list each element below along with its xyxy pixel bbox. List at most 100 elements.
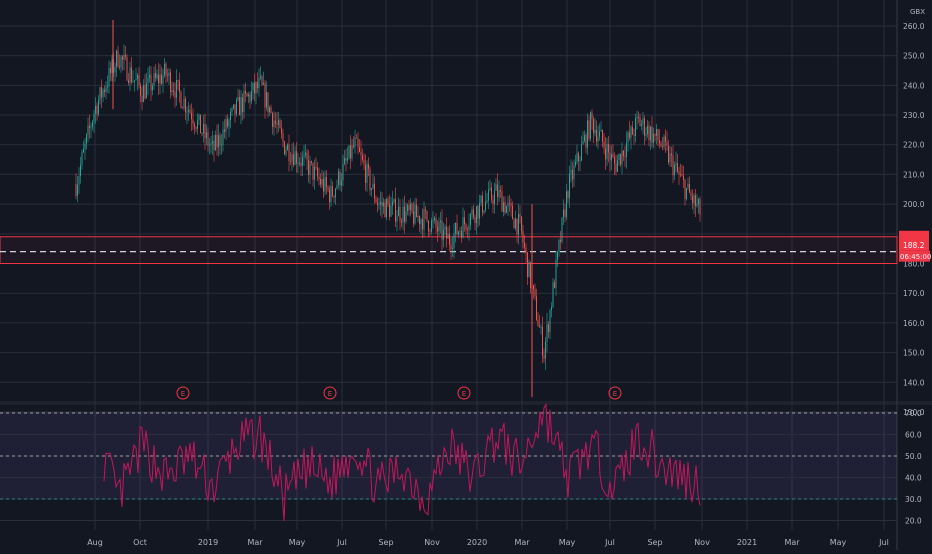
candle-body — [699, 198, 701, 216]
candle-body — [389, 203, 390, 217]
candle-body — [485, 201, 486, 211]
x-tick-label: Jul — [604, 538, 615, 547]
candle-body — [270, 107, 272, 113]
candle-body — [365, 164, 366, 183]
candle-body — [212, 140, 213, 144]
candle-body — [476, 206, 477, 224]
candle-body — [171, 90, 173, 93]
candle-body — [354, 137, 356, 147]
candle-body — [282, 133, 284, 142]
candle-body — [186, 111, 188, 113]
candle-body — [261, 76, 263, 85]
candle-body — [168, 72, 170, 76]
candle-body — [462, 217, 464, 238]
candle-body — [77, 184, 78, 196]
candle-body — [341, 180, 342, 186]
candle-body — [335, 188, 336, 198]
candle-body — [656, 129, 657, 136]
y-tick-label: 250.0 — [903, 52, 925, 61]
candle-body — [597, 136, 599, 142]
candle-body — [615, 163, 617, 172]
candle-body — [378, 204, 380, 206]
earnings-marker — [457, 386, 471, 400]
earnings-marker-label: E — [181, 390, 185, 398]
candle-body — [563, 209, 564, 218]
candle-body — [299, 162, 300, 164]
candle-body — [263, 82, 264, 85]
candle-body — [504, 202, 506, 213]
candle-body — [315, 166, 317, 168]
candle-body — [252, 82, 254, 91]
candle-body — [456, 222, 458, 235]
x-tick-label: 2020 — [467, 538, 487, 547]
candle-body — [600, 129, 602, 132]
candle-body — [153, 73, 155, 86]
candle-body — [204, 124, 206, 139]
candle-body — [150, 74, 152, 91]
candle-body — [267, 92, 269, 113]
candle-body — [542, 327, 543, 356]
candle-body — [461, 230, 462, 238]
candle-body — [173, 90, 174, 92]
candle-body — [93, 113, 95, 122]
candle-body — [570, 169, 572, 174]
candle-body — [215, 134, 216, 151]
candle-body — [80, 164, 81, 177]
candle-body — [377, 202, 378, 205]
candle-body — [536, 296, 537, 321]
candle-body — [641, 124, 642, 126]
candle-body — [278, 120, 279, 125]
candle-body — [635, 118, 636, 137]
candle-body — [453, 233, 455, 248]
candle-body — [599, 131, 600, 137]
candle-body — [90, 126, 92, 128]
y-tick-label: 130.0 — [903, 408, 925, 417]
earnings-marker — [608, 386, 622, 400]
candle-body — [222, 129, 224, 145]
candle-body — [165, 63, 167, 76]
candle-body — [413, 211, 414, 224]
candle-body — [240, 97, 242, 116]
candle-body — [446, 226, 447, 239]
candle-body — [414, 204, 416, 224]
candle-body — [551, 306, 552, 311]
candle-body — [251, 90, 252, 102]
candle-body — [398, 206, 399, 217]
candle-body — [348, 145, 350, 159]
candle-body — [356, 137, 357, 139]
candle-body — [116, 50, 117, 68]
candle-body — [360, 151, 362, 156]
candle-body — [698, 198, 699, 205]
candle-body — [647, 125, 648, 134]
candle-body — [506, 206, 507, 213]
earnings-marker-label: E — [328, 390, 332, 398]
candle-body — [663, 136, 665, 147]
candle-body — [614, 157, 615, 164]
candle-body — [321, 178, 323, 185]
x-tick-label: Jul — [878, 538, 889, 547]
price-tag — [899, 239, 929, 251]
candle-body — [642, 118, 644, 125]
candle-body — [194, 123, 195, 128]
candle-body — [179, 81, 180, 92]
candle-body — [510, 203, 512, 206]
candle-body — [659, 140, 660, 144]
candle-body — [140, 85, 141, 96]
candle-body — [294, 151, 296, 165]
candle-body — [602, 129, 603, 142]
candle-body — [336, 185, 338, 189]
x-tick-label: Mar — [514, 538, 530, 547]
candle-body — [269, 107, 270, 113]
candle-body — [654, 133, 656, 136]
candle-body — [620, 153, 621, 165]
candle-body — [582, 140, 584, 145]
candle-body — [257, 82, 258, 89]
candle-body — [128, 80, 129, 83]
candle-body — [285, 150, 287, 155]
candle-body — [302, 156, 303, 166]
candle-body — [408, 205, 410, 211]
candle-body — [342, 163, 344, 181]
candle-body — [231, 108, 233, 113]
x-tick-label: Jul — [336, 538, 347, 547]
candle-body — [216, 134, 218, 148]
